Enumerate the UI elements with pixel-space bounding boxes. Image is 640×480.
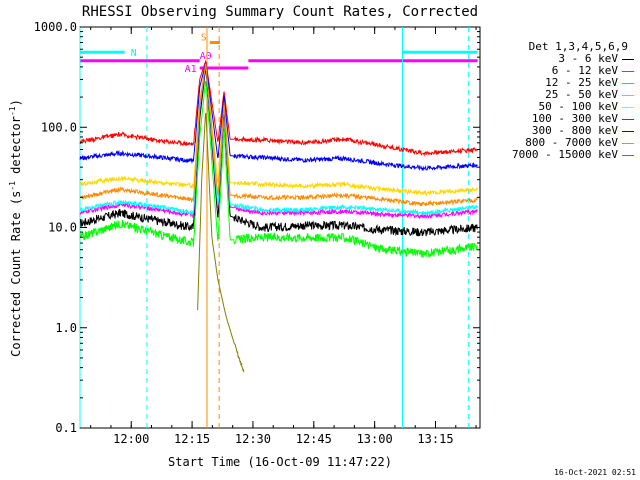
- flag-label-n: N: [131, 48, 137, 59]
- x-tick-label-2: 12:30: [235, 432, 271, 446]
- legend-entry-6: 300 - 800 keV: [486, 125, 636, 137]
- series-line-3: [79, 63, 478, 216]
- footer-date: 16-Oct-2021 02:51: [554, 468, 636, 477]
- x-tick-label-3: 12:45: [296, 432, 332, 446]
- series-layer: [79, 59, 478, 373]
- x-tick-label-1: 12:15: [174, 432, 210, 446]
- legend-entry-1: 6 - 12 keV: [486, 65, 636, 77]
- x-tick-label-5: 13:15: [417, 432, 453, 446]
- legend-entries: 3 - 6 keV 6 - 12 keV 12 - 25 keV 25 - 50 ke…: [486, 53, 636, 161]
- legend-entry-3: 25 - 50 keV: [486, 89, 636, 101]
- legend-swatch: [622, 82, 634, 84]
- y-tick-label-3: 1.0: [55, 321, 77, 335]
- legend-entry-4: 50 - 100 keV: [486, 101, 636, 113]
- legend-entry-label: 6 - 12 keV: [551, 64, 618, 77]
- x-tick-label-0: 12:00: [113, 432, 149, 446]
- series-line-7: [79, 63, 478, 207]
- chart-title: RHESSI Observing Summary Count Rates, Co…: [82, 4, 478, 20]
- y-tick-label-1: 100.0: [41, 120, 77, 134]
- legend: Det 1,3,4,5,6,9 3 - 6 keV 6 - 12 keV 12 - …: [486, 40, 636, 161]
- legend-entry-label: 100 - 300 keV: [531, 112, 618, 125]
- legend-entry-label: 800 - 7000 keV: [525, 136, 618, 149]
- legend-entry-label: 50 - 100 keV: [538, 100, 618, 113]
- x-axis-ticks: 12:00 12:15 12:30 12:45 13:00 13:15: [90, 27, 477, 446]
- y-tick-label-0: 1000.0: [34, 20, 77, 34]
- legend-entry-2: 12 - 25 keV: [486, 77, 636, 89]
- y-tick-label-2: 10.0: [48, 221, 77, 235]
- flag-label-a0: A0: [200, 51, 212, 62]
- legend-swatch: [622, 58, 634, 60]
- legend-swatch: [622, 118, 634, 120]
- flag-label-s: S: [201, 33, 207, 44]
- legend-swatch: [622, 94, 634, 96]
- y-axis-ticks: 1000.0 100.0 10.0 1.0 0.1: [34, 20, 480, 435]
- legend-entry-5: 100 - 300 keV: [486, 113, 636, 125]
- x-axis-label: Start Time (16-Oct-09 11:47:22): [168, 455, 392, 469]
- legend-entry-label: 300 - 800 keV: [531, 124, 618, 137]
- legend-swatch: [622, 106, 634, 108]
- legend-entry-label: 3 - 6 keV: [558, 52, 618, 65]
- x-tick-label-4: 13:00: [357, 432, 393, 446]
- y-axis-label: Corrected Count Rate (s-1 detector-1): [8, 99, 23, 357]
- series-line-5: [79, 59, 478, 157]
- series-line-2: [79, 80, 478, 258]
- series-line-6: [79, 63, 478, 172]
- series-line-4: [79, 62, 478, 197]
- legend-entry-8: 7000 - 15000 keV: [486, 149, 636, 161]
- legend-entry-0: 3 - 6 keV: [486, 53, 636, 65]
- legend-swatch: [622, 154, 634, 156]
- legend-entry-label: 12 - 25 keV: [545, 76, 618, 89]
- legend-swatch: [622, 142, 634, 144]
- legend-entry-label: 25 - 50 keV: [545, 88, 618, 101]
- y-tick-label-4: 0.1: [55, 421, 77, 435]
- flag-label-a1: A1: [185, 64, 197, 75]
- legend-swatch: [622, 130, 634, 132]
- series-line-8: [197, 112, 245, 373]
- legend-entry-7: 800 - 7000 keV: [486, 137, 636, 149]
- legend-entry-label: 7000 - 15000 keV: [512, 148, 618, 161]
- series-line-0: [79, 68, 478, 237]
- legend-title: Det 1,3,4,5,6,9: [528, 40, 628, 53]
- legend-swatch: [622, 70, 634, 72]
